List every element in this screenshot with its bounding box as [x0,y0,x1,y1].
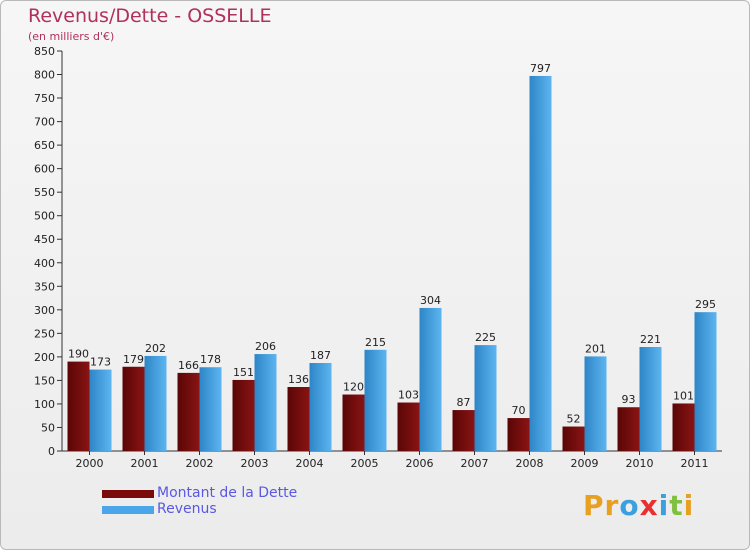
legend-label-debt: Montant de la Dette [157,485,298,501]
x-tick-label: 2004 [296,457,324,470]
data-label-debt: 93 [622,393,636,406]
logo-letter: x [639,489,659,522]
x-tick-label: 2001 [131,457,159,470]
bar-debt [507,418,530,451]
y-tick-label: 700 [34,116,55,129]
data-label-debt: 190 [68,348,89,361]
data-label-revenue: 173 [90,356,111,369]
bar-revenue [529,75,552,452]
y-tick-label: 500 [34,210,55,223]
bar-revenue [639,347,662,451]
y-tick-label: 350 [34,280,55,293]
bar-revenue [89,369,112,451]
data-label-debt: 120 [343,381,364,394]
y-tick-label: 650 [34,139,55,152]
x-tick-label: 2008 [516,457,544,470]
data-label-debt: 101 [673,389,694,402]
bar-revenue [364,349,387,451]
data-label-debt: 179 [123,353,144,366]
bar-debt [672,403,695,451]
logo-letter: i [658,489,670,522]
proxiti-logo: Proxiti [583,489,694,522]
data-label-debt: 151 [233,366,254,379]
data-label-revenue: 206 [255,340,276,353]
y-tick-label: 50 [41,421,55,434]
bar-revenue [199,367,222,451]
data-label-revenue: 304 [420,294,441,307]
bar-revenue [584,356,607,451]
y-tick-label: 450 [34,233,55,246]
y-tick-label: 750 [34,92,55,105]
data-label-revenue: 797 [530,62,551,75]
logo-letter: o [619,489,640,522]
y-tick-label: 200 [34,351,55,364]
bar-debt [177,372,200,451]
bar-revenue [144,355,167,451]
x-tick-label: 2005 [351,457,379,470]
logo-letter: i [683,489,695,522]
y-tick-label: 100 [34,398,55,411]
bar-revenue [694,312,717,451]
data-label-debt: 136 [288,373,309,386]
data-label-revenue: 178 [200,353,221,366]
data-label-debt: 166 [178,359,199,372]
y-tick-label: 250 [34,327,55,340]
y-tick-label: 550 [34,186,55,199]
y-tick-label: 850 [34,45,55,58]
bar-debt [122,366,145,451]
data-label-revenue: 295 [695,298,716,311]
chart-subtitle: (en milliers d'€) [28,30,115,43]
legend-swatch-debt [102,490,154,498]
data-label-debt: 87 [457,396,471,409]
legend-label-revenue: Revenus [157,501,217,517]
data-label-revenue: 215 [365,336,386,349]
logo-letter: t [669,489,684,522]
y-tick-label: 600 [34,163,55,176]
y-tick-label: 150 [34,374,55,387]
y-tick-label: 400 [34,257,55,270]
y-tick-label: 300 [34,304,55,317]
legend-swatch-revenue [102,506,154,514]
x-tick-label: 2009 [571,457,599,470]
data-label-revenue: 202 [145,342,166,355]
x-tick-label: 2002 [186,457,214,470]
data-label-revenue: 225 [475,331,496,344]
x-tick-label: 2000 [76,457,104,470]
x-tick-label: 2007 [461,457,489,470]
bar-revenue [309,363,332,451]
data-label-revenue: 187 [310,349,331,362]
y-tick-label: 800 [34,69,55,82]
logo-letter: P [583,489,605,522]
logo-letter: r [604,489,620,522]
x-tick-label: 2011 [681,457,709,470]
data-label-debt: 103 [398,389,419,402]
bar-debt [67,361,90,451]
data-label-debt: 52 [567,413,581,426]
bar-revenue [474,345,497,451]
bar-debt [452,410,475,451]
chart-title: Revenus/Dette - OSSELLE [28,5,272,27]
x-tick-label: 2006 [406,457,434,470]
bar-debt [287,387,310,451]
bar-revenue [419,307,442,451]
data-label-revenue: 221 [640,333,661,346]
bar-debt [562,426,585,451]
data-label-revenue: 201 [585,342,606,355]
bar-debt [397,402,420,451]
y-tick-label: 0 [48,445,55,458]
bar-debt [342,394,365,451]
x-tick-label: 2010 [626,457,654,470]
x-tick-label: 2003 [241,457,269,470]
bar-debt [232,379,255,451]
bar-debt [617,407,640,451]
data-label-debt: 70 [512,404,526,417]
bar-revenue [254,354,277,451]
